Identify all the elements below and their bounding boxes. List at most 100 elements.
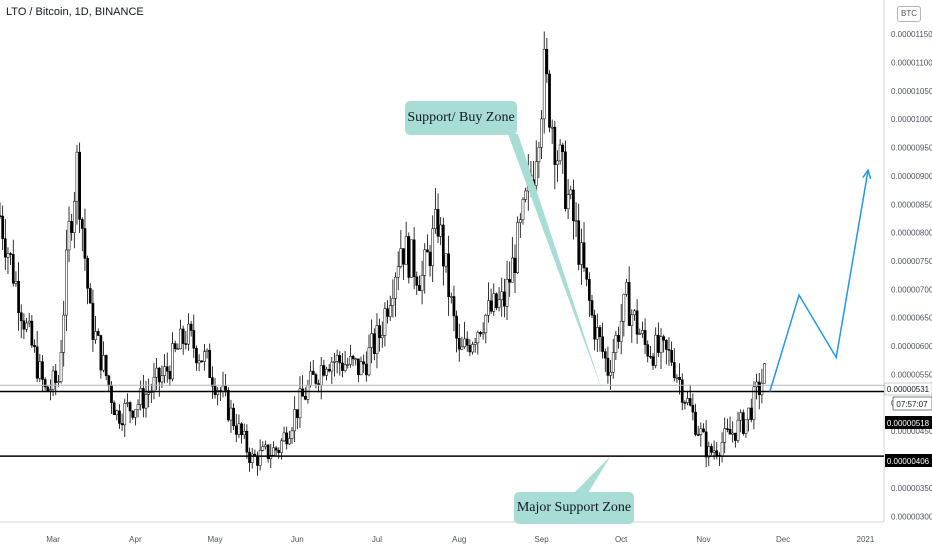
candle-body xyxy=(553,126,557,165)
candle-body xyxy=(487,300,490,316)
candle-body xyxy=(569,189,573,195)
candle-body xyxy=(298,388,302,419)
candle-body xyxy=(404,236,408,265)
candle-body xyxy=(659,336,663,353)
candle-body xyxy=(349,356,352,365)
candle-body xyxy=(375,325,379,355)
candle-body xyxy=(46,386,50,391)
candle-body xyxy=(99,335,103,371)
candle-body xyxy=(38,361,42,379)
candle-body xyxy=(59,352,63,382)
price-tick-label: 0.00000900 xyxy=(891,172,932,181)
candle-body xyxy=(341,362,344,371)
candle-body xyxy=(388,305,392,317)
candle-body xyxy=(333,361,336,363)
candle-body xyxy=(306,385,310,400)
candle-body xyxy=(582,242,586,269)
price-tick-label: 0.00000750 xyxy=(891,257,932,266)
candle-body xyxy=(630,314,634,326)
candle-body xyxy=(14,281,18,284)
candle-body xyxy=(625,282,628,295)
candle-body xyxy=(556,160,559,165)
candle-body xyxy=(94,331,97,341)
candle-body xyxy=(540,118,543,148)
candle-body xyxy=(572,189,575,222)
candle-body xyxy=(314,374,318,384)
time-tick-label: Oct xyxy=(615,535,628,544)
candle-body xyxy=(343,364,347,371)
candle-body xyxy=(415,276,419,286)
candle-body xyxy=(683,402,687,404)
candle-body xyxy=(51,370,55,390)
price-tick-label: 0.00000950 xyxy=(891,144,932,153)
candle-body xyxy=(731,432,735,435)
candle-body xyxy=(346,364,350,366)
candle-body xyxy=(136,404,140,411)
candle-body xyxy=(335,355,339,362)
price-tick-label: 0.00000850 xyxy=(891,200,932,209)
support-buy-zone-pointer xyxy=(508,134,603,392)
candle-body xyxy=(728,428,732,435)
candle-body xyxy=(561,144,565,153)
candle-body xyxy=(280,440,283,454)
candle-body xyxy=(675,377,679,379)
candle-body xyxy=(338,355,342,364)
candle-body xyxy=(471,344,474,353)
candle-body xyxy=(633,310,636,316)
candle-body xyxy=(744,419,748,434)
candle-body xyxy=(386,308,389,317)
candle-body xyxy=(131,410,135,418)
candle-body xyxy=(237,423,241,435)
price-tick-label: 0.00000350 xyxy=(891,484,932,493)
candle-body xyxy=(590,300,594,316)
time-tick-label: Jun xyxy=(291,535,304,544)
candle-body xyxy=(603,351,607,359)
candle-body xyxy=(508,279,512,283)
candle-body xyxy=(452,296,456,317)
candle-body xyxy=(274,447,278,451)
candle-body xyxy=(484,314,488,333)
candle-body xyxy=(518,219,522,223)
candle-body xyxy=(641,330,644,334)
candle-body xyxy=(444,253,448,267)
price-tick-label: 0.00000600 xyxy=(891,342,932,351)
candle-body xyxy=(495,293,498,308)
candle-body xyxy=(736,419,740,441)
candle-body xyxy=(380,335,384,339)
candle-body xyxy=(441,224,445,267)
candle-body xyxy=(399,248,403,267)
candle-body xyxy=(662,336,666,341)
candle-body xyxy=(710,446,713,453)
candle-body xyxy=(187,323,190,345)
candle-body xyxy=(277,450,281,454)
candle-body xyxy=(577,220,581,265)
price-tag-518: 0.00000518 xyxy=(887,419,930,428)
candle-body xyxy=(88,288,92,304)
candle-body xyxy=(351,356,355,360)
candle-body xyxy=(112,402,116,416)
candle-body xyxy=(86,258,89,289)
price-tags-layer: 0.00000531 07:57:07 0.00000518 0.0000040… xyxy=(884,382,932,467)
candle-body xyxy=(359,361,363,376)
price-tag-countdown: 07:57:07 xyxy=(896,400,928,409)
candle-body xyxy=(43,379,47,388)
currency-badge[interactable]: BTC xyxy=(897,6,921,22)
candle-body xyxy=(537,147,541,163)
candle-body xyxy=(702,428,705,433)
price-tick-label: 0.00000300 xyxy=(891,512,932,521)
candle-body xyxy=(627,282,631,326)
candle-body xyxy=(245,431,249,453)
candle-body xyxy=(30,320,34,346)
candle-body xyxy=(548,73,551,128)
candle-body xyxy=(211,377,214,387)
candle-body xyxy=(80,219,84,229)
candle-body xyxy=(224,385,227,391)
candle-body xyxy=(118,410,121,424)
candle-body xyxy=(128,402,132,412)
time-tick-label: Jul xyxy=(372,535,382,544)
candle-body xyxy=(115,410,119,416)
candle-body xyxy=(558,144,562,162)
candle-body xyxy=(216,390,220,395)
candle-body xyxy=(747,407,750,420)
